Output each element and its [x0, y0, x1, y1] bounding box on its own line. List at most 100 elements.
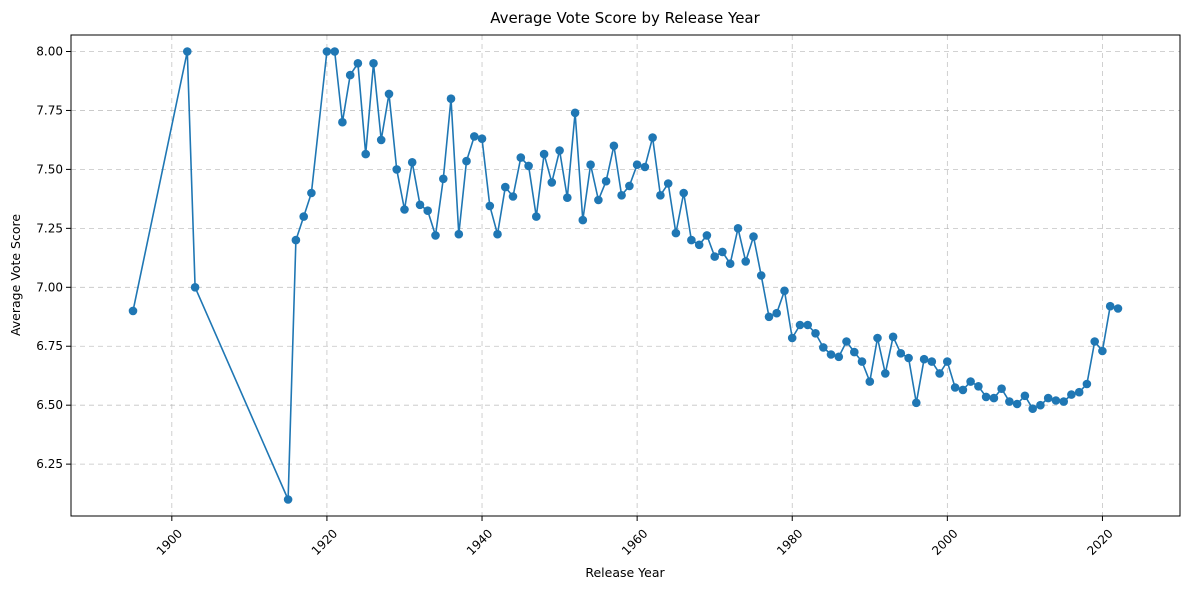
x-tick-label: 1900: [154, 526, 185, 557]
series-line: [132, 50, 1119, 500]
data-point: [912, 398, 921, 408]
data-point: [1012, 399, 1022, 409]
data-point: [842, 337, 851, 346]
data-point: [702, 231, 712, 240]
data-point: [749, 232, 758, 241]
data-point: [470, 132, 479, 141]
x-tick-label: 2020: [1084, 526, 1115, 557]
data-point: [353, 59, 363, 68]
data-point: [904, 353, 913, 363]
data-point: [725, 259, 735, 269]
data-point: [423, 206, 433, 215]
x-tick-label: 1940: [464, 526, 495, 557]
data-point: [1020, 391, 1030, 401]
data-point: [1059, 397, 1068, 406]
y-tick-label: 6.25: [36, 457, 63, 471]
x-tick-label: 2000: [929, 526, 960, 557]
data-point: [671, 228, 681, 238]
data-point: [376, 135, 386, 145]
data-point: [128, 306, 138, 316]
data-point: [741, 257, 750, 266]
data-point: [291, 235, 301, 245]
data-point: [283, 495, 293, 504]
data-point: [803, 320, 812, 330]
data-point: [586, 160, 595, 169]
data-point: [415, 200, 425, 210]
data-point: [183, 47, 192, 56]
data-point: [508, 192, 518, 201]
data-point: [446, 94, 456, 103]
data-point: [857, 357, 867, 366]
data-point: [578, 215, 588, 225]
series: [128, 47, 1123, 504]
data-point: [950, 383, 960, 392]
data-point: [345, 70, 355, 80]
data-point: [1028, 404, 1037, 414]
data-point: [997, 384, 1006, 394]
data-point: [772, 308, 781, 318]
data-point: [384, 89, 394, 99]
data-point: [400, 205, 409, 214]
data-point: [819, 343, 828, 352]
data-point: [935, 369, 944, 378]
data-point: [648, 133, 657, 142]
x-tick-label: 1920: [309, 526, 340, 557]
data-point: [307, 188, 316, 198]
data-point: [477, 134, 487, 143]
data-point: [958, 385, 968, 395]
data-point: [617, 191, 626, 200]
chart-title: Average Vote Score by Release Year: [490, 9, 760, 27]
data-point: [299, 212, 309, 221]
data-point: [850, 347, 859, 357]
data-point: [881, 369, 890, 378]
x-axis-label: Release Year: [585, 565, 665, 580]
data-point: [718, 247, 727, 257]
data-point: [865, 377, 875, 386]
y-axis-label: Average Vote Score: [8, 214, 23, 336]
data-point: [687, 235, 696, 245]
y-tick-label: 8.00: [36, 45, 63, 59]
data-point: [392, 165, 402, 174]
data-point: [733, 224, 743, 233]
y-tick-label: 7.50: [36, 162, 63, 176]
data-point: [563, 193, 572, 202]
data-point: [787, 333, 797, 343]
data-point: [1067, 390, 1076, 399]
data-point: [919, 354, 929, 364]
data-point: [780, 286, 789, 296]
data-point: [811, 329, 820, 338]
data-point: [524, 161, 533, 171]
data-point: [625, 181, 634, 191]
data-point: [1090, 337, 1099, 346]
data-point: [981, 392, 991, 402]
data-point: [555, 146, 564, 155]
data-point: [190, 283, 200, 292]
data-point: [369, 59, 378, 68]
data-point: [1098, 346, 1107, 356]
data-point: [989, 393, 999, 403]
data-point: [361, 149, 371, 159]
data-point: [873, 333, 882, 343]
data-point: [493, 229, 502, 239]
data-point: [1043, 393, 1053, 403]
data-point: [547, 178, 557, 187]
data-point: [632, 160, 642, 169]
data-point: [439, 174, 448, 184]
grid: [71, 35, 1180, 516]
data-point: [454, 229, 464, 239]
y-tick-label: 6.50: [36, 398, 63, 412]
data-point: [570, 108, 580, 118]
data-point: [594, 195, 603, 205]
y-tick-label: 6.75: [36, 339, 63, 353]
data-point: [679, 188, 688, 198]
data-point: [516, 153, 526, 162]
data-point: [663, 179, 673, 188]
data-point: [322, 47, 332, 56]
data-point: [943, 357, 952, 366]
data-point: [656, 191, 665, 200]
y-tick-label: 7.00: [36, 280, 63, 294]
x-tick-label: 1980: [774, 526, 805, 557]
data-point: [338, 117, 347, 127]
data-point: [1005, 397, 1014, 406]
data-point: [601, 176, 611, 186]
